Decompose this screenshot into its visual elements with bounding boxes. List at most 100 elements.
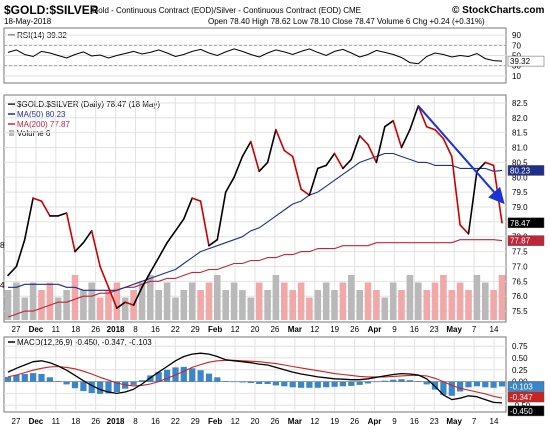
volume-bar (473, 275, 481, 320)
volume-bar (172, 297, 179, 320)
volume-bar (63, 290, 70, 320)
price-tick-label: 79.0 (512, 203, 528, 212)
price-tick-label: 82.0 (512, 114, 528, 123)
macd-x-label: May (446, 417, 462, 426)
macd-x-label: Dec (29, 417, 44, 426)
macd-histogram-bar (457, 381, 464, 392)
price-tick-label: 75.5 (512, 307, 528, 316)
macd-tick-label: 0.50 (512, 354, 528, 363)
rsi-line (7, 48, 503, 65)
macd-line (7, 352, 503, 404)
price-segment (124, 301, 135, 306)
chart-description: Gold - Continuous Contract (EOD)/Silver … (92, 6, 361, 15)
price-segment (82, 230, 93, 244)
macd-x-label: 16 (151, 417, 160, 426)
chart-symbol: $GOLD:$SILVER (4, 3, 99, 17)
price-segment (300, 188, 311, 196)
macd-histogram-bar (423, 381, 430, 385)
macd-x-label: 12 (231, 417, 240, 426)
legend-volume: Volume 6 (17, 129, 51, 138)
macd-x-label: 16 (410, 417, 419, 426)
macd-histogram-bar (331, 381, 338, 387)
volume-bar (415, 282, 422, 320)
price-segment (116, 301, 126, 309)
macd-histogram-bar (30, 373, 37, 382)
volume-axis-label: 4 (0, 281, 5, 290)
macd-x-label: 26 (270, 417, 279, 426)
volume-bar (490, 290, 497, 320)
volume-bar (88, 282, 95, 320)
price-segment (342, 158, 353, 170)
macd-x-label: 27 (12, 417, 21, 426)
price-segment (283, 149, 294, 158)
macd-last-label-box (507, 405, 545, 417)
ma200-line (7, 239, 503, 318)
price-segment (291, 155, 302, 190)
volume-bar (389, 282, 397, 320)
volume-bar (331, 290, 338, 320)
price-segment (65, 212, 76, 253)
macd-x-label: 29 (191, 417, 200, 426)
macd-histogram-bar (113, 381, 120, 392)
volume-bar (121, 297, 129, 320)
price-segment (425, 125, 436, 131)
price-segment (174, 218, 185, 232)
volume-bar (314, 290, 322, 320)
price-segment (450, 155, 461, 226)
macd-histogram-bar (390, 379, 397, 382)
volume-bar (197, 290, 204, 320)
macd-histogram-bar (247, 381, 254, 383)
macd-x-label: 14 (490, 417, 499, 426)
price-segment (367, 143, 378, 164)
macd-histogram-bar (197, 370, 204, 382)
macd-histogram-bar (448, 381, 455, 396)
price-x-label: 9 (392, 325, 397, 334)
price-segment (166, 230, 177, 244)
macd-histogram-bar (440, 381, 447, 395)
price-x-label: 11 (52, 325, 61, 334)
macd-histogram-bar (63, 381, 70, 385)
price-segment (392, 120, 403, 149)
legend-ma200: MA(200) 77.87 (17, 120, 70, 129)
macd-x-label: 9 (392, 417, 397, 426)
volume-bar (272, 275, 280, 320)
macd-histogram-bar (205, 373, 213, 382)
volume-bar (163, 282, 171, 320)
price-tick-label: 77.5 (512, 248, 528, 257)
volume-bar (180, 290, 188, 320)
macd-tick-label: 0.75 (512, 342, 528, 351)
volume-bar (482, 282, 489, 320)
volume-bar (105, 290, 112, 320)
price-segment (90, 230, 101, 268)
price-last-label-box (507, 217, 545, 229)
macd-histogram-bar (323, 381, 330, 388)
ma200-last-label: 77.87 (510, 237, 531, 246)
volume-bar (46, 282, 54, 320)
rsi-last-label: 39.32 (510, 57, 531, 66)
volume-bar (381, 297, 389, 320)
macd-histogram-bar (180, 366, 187, 382)
rsi-tick-label: 70 (512, 41, 521, 50)
volume-bar (456, 282, 464, 320)
macd-x-label: 22 (171, 417, 180, 426)
ma50-last-label-box (507, 165, 545, 176)
volume-bar (205, 282, 213, 320)
price-segment (241, 140, 252, 158)
price-x-label: 27 (12, 325, 21, 334)
price-tick-label: 79.5 (512, 188, 528, 197)
price-x-label: 23 (430, 325, 439, 334)
price-segment (316, 164, 328, 170)
price-segment (183, 197, 193, 220)
price-segment (74, 241, 85, 253)
volume-bar (147, 275, 154, 320)
price-segment (266, 128, 277, 164)
volume-bar (255, 282, 263, 320)
price-x-label: 26 (91, 325, 100, 334)
ma50-line (8, 152, 503, 291)
price-segment (23, 197, 34, 241)
macd-x-label: 7 (472, 417, 477, 426)
ma50-last-label: 80.23 (510, 166, 531, 175)
volume-bar (289, 290, 296, 320)
series-layer (7, 48, 505, 404)
